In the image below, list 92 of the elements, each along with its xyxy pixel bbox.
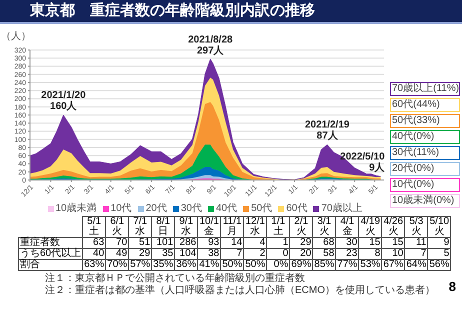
data-label: 51 xyxy=(128,237,152,248)
data-label: 0% xyxy=(266,259,290,270)
text: 70歳以上(11%) xyxy=(390,82,460,96)
data-label: 49 xyxy=(106,248,129,260)
data-label: 35 xyxy=(152,248,175,260)
data-label: 67% xyxy=(382,259,405,270)
data-label: 104 xyxy=(174,248,198,260)
y-axis-title: （人） xyxy=(1,31,31,42)
data-label: 8 xyxy=(358,248,382,260)
text: 割合 xyxy=(18,259,83,270)
category-label: 3/1火 xyxy=(312,216,336,238)
data-label: 15 xyxy=(382,237,405,248)
legend-label: 40代 xyxy=(215,202,238,216)
text: 30代(11%) xyxy=(390,146,460,160)
data-label: 1 xyxy=(266,237,290,248)
data-label: 5 xyxy=(428,248,451,260)
data-label: 2 xyxy=(244,248,267,260)
text: 注１：東京都ＨＰで公開されている年齢階級別の重症者数 xyxy=(45,273,305,284)
data-label: 29 xyxy=(128,248,152,260)
data-label: 63% xyxy=(82,259,106,270)
category-label: 4/1金 xyxy=(336,216,359,238)
data-label: 36% xyxy=(174,259,198,270)
text: 10歳未満(0%) xyxy=(390,194,460,208)
data-label: 14 xyxy=(220,237,244,248)
data-label: 20 xyxy=(290,248,313,260)
legend-label: 重症者数 xyxy=(18,237,83,248)
category-label: 10/1金 xyxy=(198,216,221,238)
data-label: 50% xyxy=(244,259,267,270)
legend-label: 10歳未満 xyxy=(54,202,97,216)
text: 注２：重症者は都の基準（人口呼吸器または人口心肺（ECMO）を使用している患者） xyxy=(45,285,435,296)
data-label: 53% xyxy=(358,259,382,270)
data-label: 93 xyxy=(198,237,221,248)
data-label: 35% xyxy=(152,259,175,270)
data-label: 9 xyxy=(428,237,451,248)
category-label: 12/1水 xyxy=(244,216,267,238)
annotation: 2021/2/19 87人 xyxy=(304,120,350,142)
data-label: 77% xyxy=(336,259,359,270)
data-label: 0 xyxy=(266,248,290,260)
category-label: 11/1月 xyxy=(220,216,244,238)
text: 8 xyxy=(448,279,456,294)
legend-label: 50代 xyxy=(250,202,272,216)
data-label: 286 xyxy=(174,237,198,248)
data-label: 69% xyxy=(290,259,313,270)
category-label: 6/1火 xyxy=(106,216,129,238)
category-label: 9/1水 xyxy=(174,216,198,238)
data-label: 40 xyxy=(82,248,106,260)
category-label: 5/1土 xyxy=(82,216,106,238)
data-label: 101 xyxy=(152,237,175,248)
category-label: 5/3火 xyxy=(404,216,428,238)
data-label: 57% xyxy=(128,259,152,270)
data-label: 64% xyxy=(404,259,428,270)
text: 20代(0%) xyxy=(390,162,460,176)
data-label: 7 xyxy=(220,248,244,260)
data-label: 15 xyxy=(358,237,382,248)
category-label: 5/10火 xyxy=(428,216,451,238)
category-label: 4/19火 xyxy=(358,216,382,238)
annotation: 2021/1/20 160人 xyxy=(41,90,86,112)
text: 60代(44%) xyxy=(390,98,460,112)
legend-label: うち60代以上 xyxy=(18,248,83,260)
legend-label: 30代 xyxy=(180,202,202,216)
data-label: 70 xyxy=(106,237,129,248)
text: 10代(0%) xyxy=(390,178,460,192)
data-label: 29 xyxy=(290,237,313,248)
category-label: 4/26火 xyxy=(382,216,405,238)
category-label: 2/1火 xyxy=(290,216,313,238)
data-label: 50% xyxy=(220,259,244,270)
data-label: 56% xyxy=(428,259,451,270)
data-label: 58 xyxy=(312,248,336,260)
data-label: 41% xyxy=(198,259,221,270)
data-label: 4 xyxy=(244,237,267,248)
legend-label: 60代 xyxy=(285,202,308,216)
text: 40代(0%) xyxy=(390,130,460,144)
legend-label: 70歳以上 xyxy=(320,202,362,216)
data-label: 10 xyxy=(382,248,405,260)
data-label: 38 xyxy=(198,248,221,260)
category-label: 8/1日 xyxy=(152,216,175,238)
category-label: 1/1土 xyxy=(266,216,290,238)
annotation: 2022/5/10 9人 xyxy=(340,151,386,174)
legend-label: 10代 xyxy=(110,202,132,216)
data-label: 7 xyxy=(404,248,428,260)
chart-title: 東京都 重症者数の年齢階級別内訳の推移 xyxy=(0,0,462,24)
category-label: 7/1水 xyxy=(128,216,152,238)
data-label: 30 xyxy=(336,237,359,248)
data-label: 70% xyxy=(106,259,129,270)
text: 50代(33%) xyxy=(390,114,460,128)
data-label: 23 xyxy=(336,248,359,260)
data-label: 68 xyxy=(312,237,336,248)
data-label: 63 xyxy=(82,237,106,248)
legend-label: 20代 xyxy=(144,202,167,216)
data-label: 11 xyxy=(404,237,428,248)
annotation: 2021/8/28 297人 xyxy=(188,34,234,56)
data-label: 85% xyxy=(312,259,336,270)
